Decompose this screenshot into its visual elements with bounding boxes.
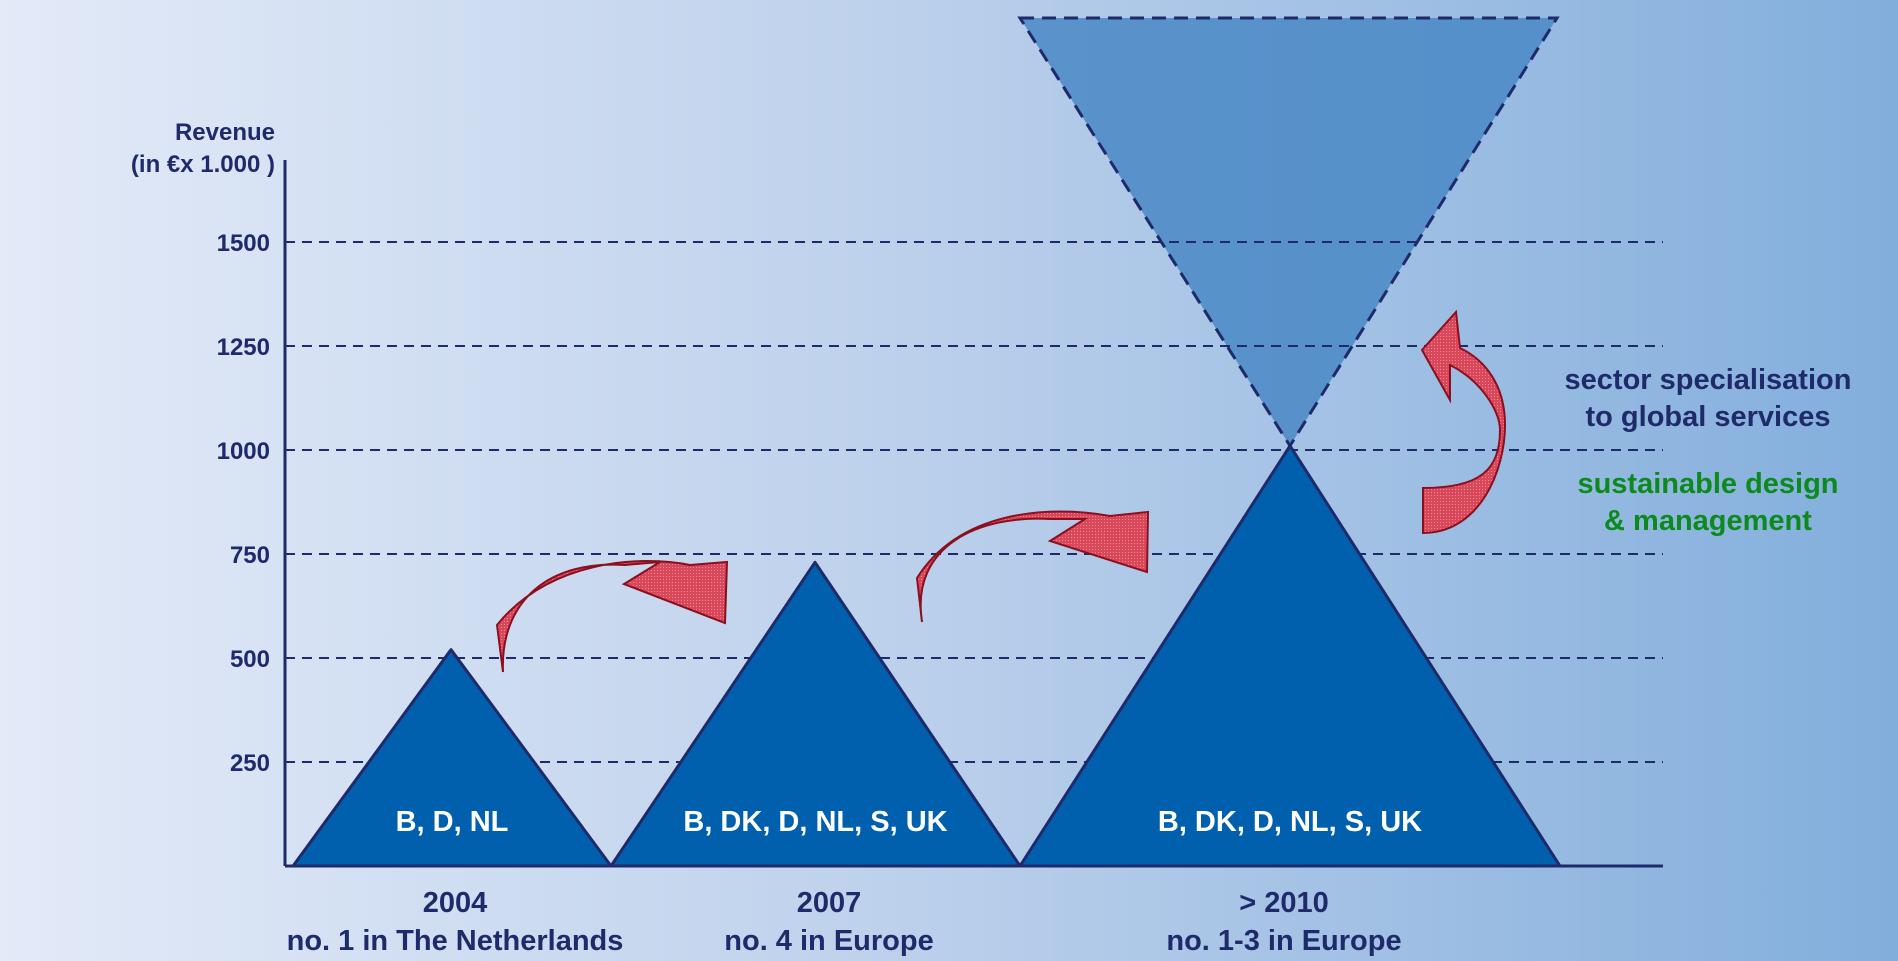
- expansion-funnel: [1017, 16, 1560, 449]
- y-tick-label: 1500: [217, 230, 270, 257]
- y-tick-label: 500: [230, 646, 270, 673]
- stage-name-label: 2007: [797, 887, 862, 919]
- y-tick-label: 1250: [217, 334, 270, 361]
- curved-up-arrow-icon: [1420, 309, 1507, 535]
- growth-arrow-icon: [915, 510, 1150, 623]
- y-axis-label-line2: (in €x 1.000 ): [131, 151, 275, 178]
- stage-subtitle-label: no. 1 in The Netherlands: [287, 925, 624, 957]
- stage-subtitle-label: no. 1-3 in Europe: [1166, 925, 1401, 957]
- stage-countries-label: B, DK, D, NL, S, UK: [683, 806, 947, 838]
- y-axis-label-line1: Revenue: [175, 119, 275, 146]
- y-tick-label: 750: [230, 542, 270, 569]
- stage-name-label: > 2010: [1239, 887, 1329, 919]
- annotation-sustainable-line2: & management: [1604, 505, 1812, 537]
- stage-countries-label: B, D, NL: [396, 806, 509, 838]
- stage-countries-label: B, DK, D, NL, S, UK: [1158, 806, 1422, 838]
- annotation-sector-line2: to global services: [1586, 401, 1831, 433]
- growth-arrow-icon: [495, 560, 729, 673]
- y-tick-label: 250: [230, 750, 270, 777]
- stage-labels: B, D, NL 2004 no. 1 in The Netherlands B, D…: [287, 806, 1423, 957]
- stage-subtitle-label: no. 4 in Europe: [724, 925, 933, 957]
- y-tick-labels: 250 500 750 1000 1250 1500: [217, 230, 270, 777]
- annotation-sector-line1: sector specialisation: [1565, 364, 1852, 396]
- annotation-sustainable-line1: sustainable design: [1577, 468, 1838, 500]
- y-tick-label: 1000: [217, 438, 270, 465]
- stage-name-label: 2004: [423, 887, 488, 919]
